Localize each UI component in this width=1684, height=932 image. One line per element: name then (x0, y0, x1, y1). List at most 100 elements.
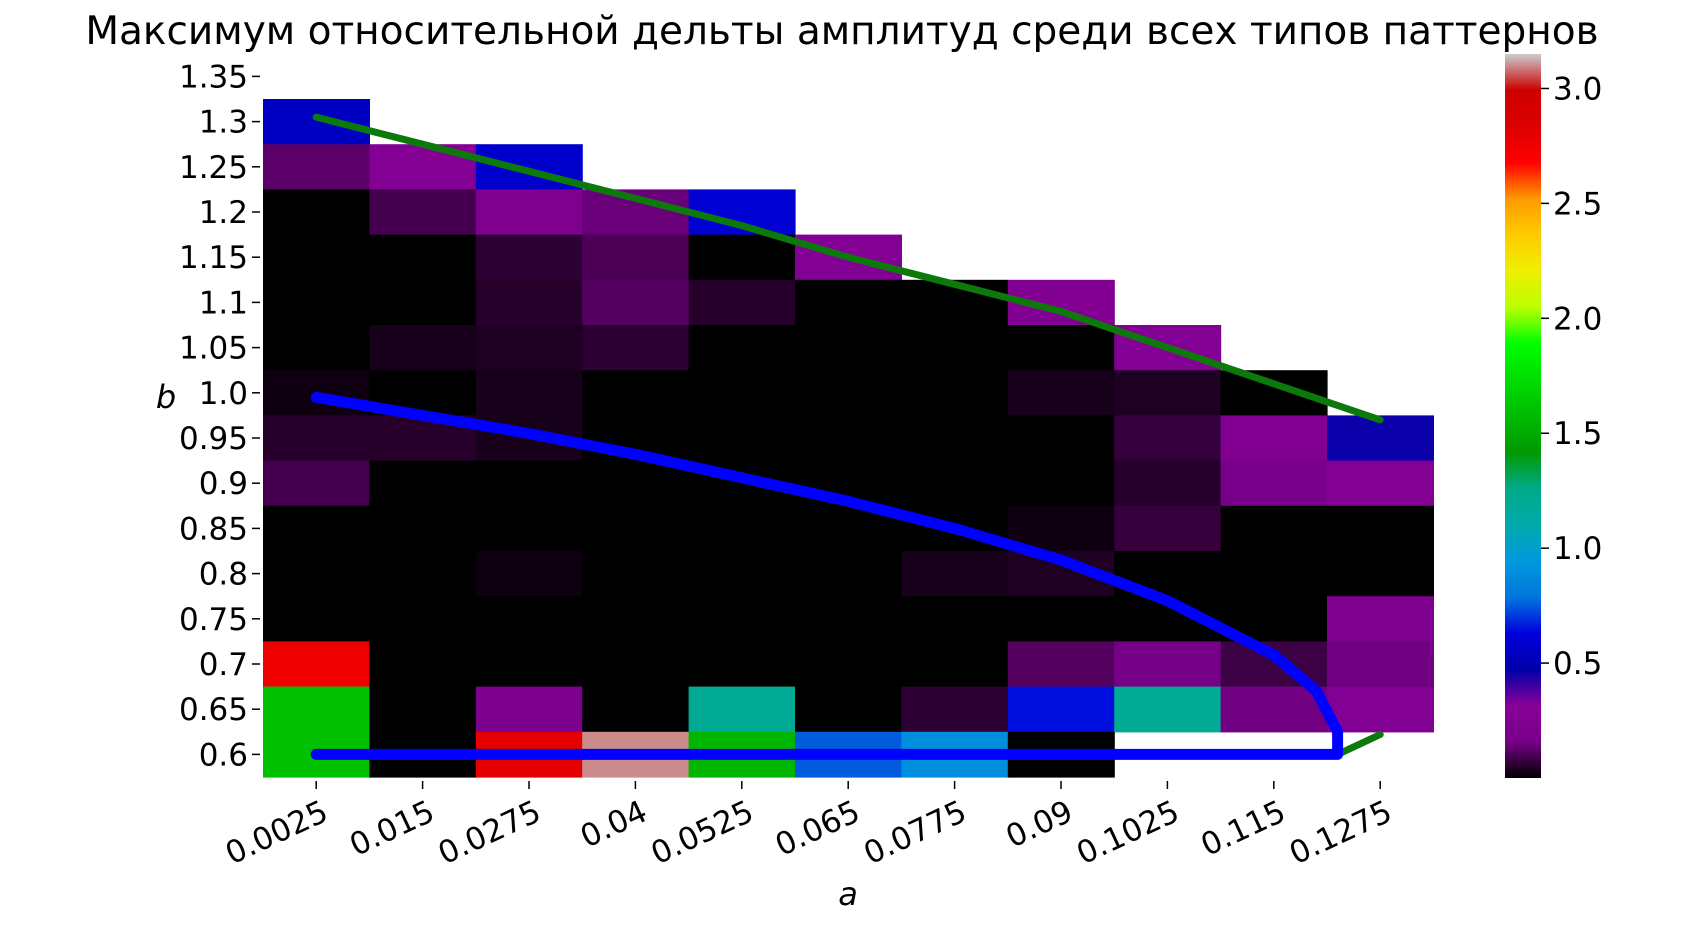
heatmap-cell (795, 325, 902, 371)
x-tick-label: 0.0275 (433, 794, 547, 872)
heatmap-cell (263, 686, 370, 733)
heatmap-cell (475, 460, 583, 507)
heatmap-cell (263, 279, 370, 326)
heatmap-cell (475, 234, 583, 281)
heatmap-cell (1220, 551, 1328, 597)
x-tick-label: 0.065 (770, 794, 866, 864)
y-tick-label: 1.2 (199, 195, 248, 231)
y-tick-label: 0.95 (179, 421, 248, 457)
heatmap-cell (795, 596, 902, 642)
heatmap-cell (688, 234, 796, 281)
heatmap-cell (901, 460, 1009, 507)
heatmap-cell (475, 325, 583, 371)
heatmap-cell (688, 370, 796, 416)
x-tick-label: 0.0025 (220, 794, 334, 872)
heatmap-cell (795, 415, 902, 462)
heatmap-cell (901, 415, 1009, 462)
heatmap-cell (688, 641, 796, 688)
heatmap-cell (795, 370, 902, 416)
heatmap-cell (688, 551, 796, 597)
chart-title: Максимум относительной дельты амплитуд с… (85, 9, 1598, 54)
heatmap-cell (688, 596, 796, 642)
heatmap-cells (263, 99, 1434, 778)
heatmap-cell (1220, 415, 1328, 462)
heatmap-cell (1114, 505, 1222, 552)
heatmap-cell (1327, 596, 1434, 642)
heatmap-cell (582, 325, 690, 371)
curve-layer (310, 113, 1384, 760)
x-tick-label: 0.1275 (1284, 794, 1398, 872)
y-tick-label: 1.0 (199, 376, 248, 412)
heatmap-cell (1007, 460, 1115, 507)
heatmap-cell (369, 325, 477, 371)
heatmap-cell (582, 460, 690, 507)
colorbar-tick-label: 2.0 (1553, 301, 1602, 337)
x-tick-label: 0.115 (1196, 794, 1292, 864)
heatmap-cell (263, 234, 370, 281)
heatmap-cell (263, 641, 370, 688)
colorbar-tick-label: 2.5 (1553, 186, 1602, 222)
colorbar: 0.5 1.0 1.5 2.0 2.5 3.0 (1505, 54, 1602, 778)
y-tick-label: 0.6 (199, 737, 248, 773)
heatmap-cell (901, 641, 1009, 688)
y-tick-label: 0.65 (179, 692, 248, 728)
heatmap-cell (901, 596, 1009, 642)
x-tick-label: 0.1025 (1071, 794, 1185, 872)
heatmap-cell (1220, 505, 1328, 552)
heatmap-cell (369, 641, 477, 688)
heatmap-cell (795, 686, 902, 733)
colorbar-tick-label: 1.5 (1553, 416, 1602, 452)
heatmap-cell (475, 279, 583, 326)
heatmap-cell (795, 641, 902, 688)
heatmap-cell (369, 686, 477, 733)
heatmap-cell (901, 686, 1009, 733)
heatmap-cell (688, 325, 796, 371)
heatmap-cell (582, 596, 690, 642)
heatmap-cell (369, 551, 477, 597)
heatmap-cell (369, 234, 477, 281)
heatmap-cell (688, 505, 796, 552)
heatmap-cell (1114, 686, 1222, 733)
heatmap-cell (369, 279, 477, 326)
heatmap-cell (475, 641, 583, 688)
heatmap-cell (1327, 686, 1434, 733)
heatmap-cell (1007, 596, 1115, 642)
y-tick-label: 0.9 (199, 466, 248, 502)
heatmap-cell (1220, 686, 1328, 733)
heatmap-cell (263, 460, 370, 507)
heatmap-cell (582, 551, 690, 597)
heatmap-cell (1327, 505, 1434, 552)
heatmap-cell (1007, 415, 1115, 462)
heatmap-cell (263, 551, 370, 597)
curve-line (312, 113, 1384, 424)
heatmap-cell (475, 370, 583, 416)
heatmap-cell (582, 641, 690, 688)
heatmap-cell (1327, 641, 1434, 688)
heatmap-cell (795, 551, 902, 597)
heatmap-cell (263, 596, 370, 642)
heatmap-cell (369, 505, 477, 552)
y-tick-label: 1.1 (199, 285, 248, 321)
heatmap-cell (582, 279, 690, 326)
y-tick-label: 1.05 (179, 331, 248, 367)
y-tick-label: 0.8 (199, 557, 248, 593)
heatmap-cell (263, 144, 370, 190)
y-axis: 1.35 1.3 1.25 1.2 1.15 1.1 1.05 1.0 0.95 0.9 0.85 0… (179, 59, 260, 773)
heatmap-cell (1007, 325, 1115, 371)
colorbar-tick-label: 1.0 (1553, 531, 1602, 567)
y-tick-label: 0.75 (179, 602, 248, 638)
heatmap-cell (1114, 415, 1222, 462)
heatmap-cell (795, 279, 902, 326)
heatmap-cell (1220, 460, 1328, 507)
heatmap-cell (263, 99, 370, 145)
heatmap-cell (369, 189, 477, 236)
x-tick-label: 0.09 (1001, 794, 1079, 856)
heatmap-cell (1114, 370, 1222, 416)
heatmap-cell (1007, 641, 1115, 688)
y-axis-label: b (156, 378, 176, 416)
heatmap-cell (1114, 641, 1222, 688)
heatmap-cell (263, 189, 370, 236)
heatmap-cell (263, 325, 370, 371)
